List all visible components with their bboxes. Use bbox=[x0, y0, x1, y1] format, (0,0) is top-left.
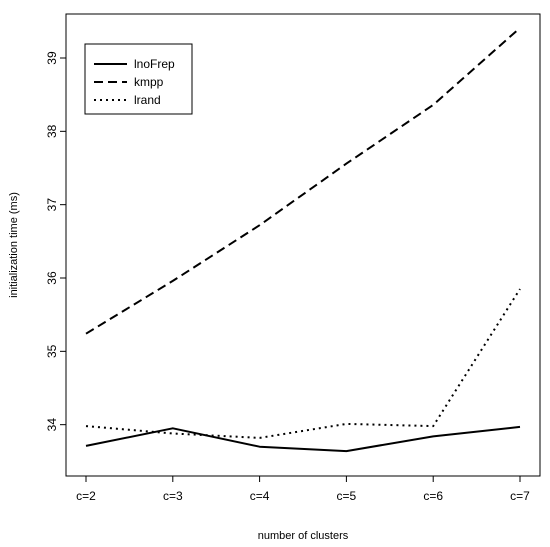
x-tick-label: c=3 bbox=[163, 489, 183, 503]
y-tick-label: 35 bbox=[45, 344, 59, 358]
y-tick-label: 34 bbox=[45, 418, 59, 432]
x-tick-label: c=4 bbox=[250, 489, 270, 503]
x-tick-label: c=6 bbox=[423, 489, 443, 503]
series-line-kmpp bbox=[85, 27, 521, 335]
legend-label: lnoFrep bbox=[134, 57, 175, 71]
y-tick-label: 36 bbox=[45, 271, 59, 285]
series-line-lrand bbox=[85, 288, 521, 439]
y-tick-label: 37 bbox=[45, 198, 59, 212]
series-line-lnofrep bbox=[85, 425, 521, 453]
legend: lnoFrep kmpp lrand bbox=[84, 43, 193, 115]
plot-frame bbox=[65, 13, 541, 477]
x-axis: c=2 c=3 c=4 c=5 c=6 c=7 bbox=[76, 476, 530, 503]
x-tick-label: c=5 bbox=[337, 489, 357, 503]
y-axis: 34 35 36 37 38 39 bbox=[45, 51, 66, 431]
legend-box bbox=[84, 43, 193, 115]
y-tick-label: 39 bbox=[45, 51, 59, 65]
legend-label: kmpp bbox=[134, 75, 164, 89]
series-layer bbox=[85, 27, 521, 453]
x-tick-label: c=2 bbox=[76, 489, 96, 503]
legend-label: lrand bbox=[134, 93, 161, 107]
x-axis-title: number of clusters bbox=[258, 530, 349, 542]
x-tick-label: c=7 bbox=[510, 489, 530, 503]
y-axis-title: initialization time (ms) bbox=[8, 192, 20, 298]
y-tick-label: 38 bbox=[45, 124, 59, 138]
